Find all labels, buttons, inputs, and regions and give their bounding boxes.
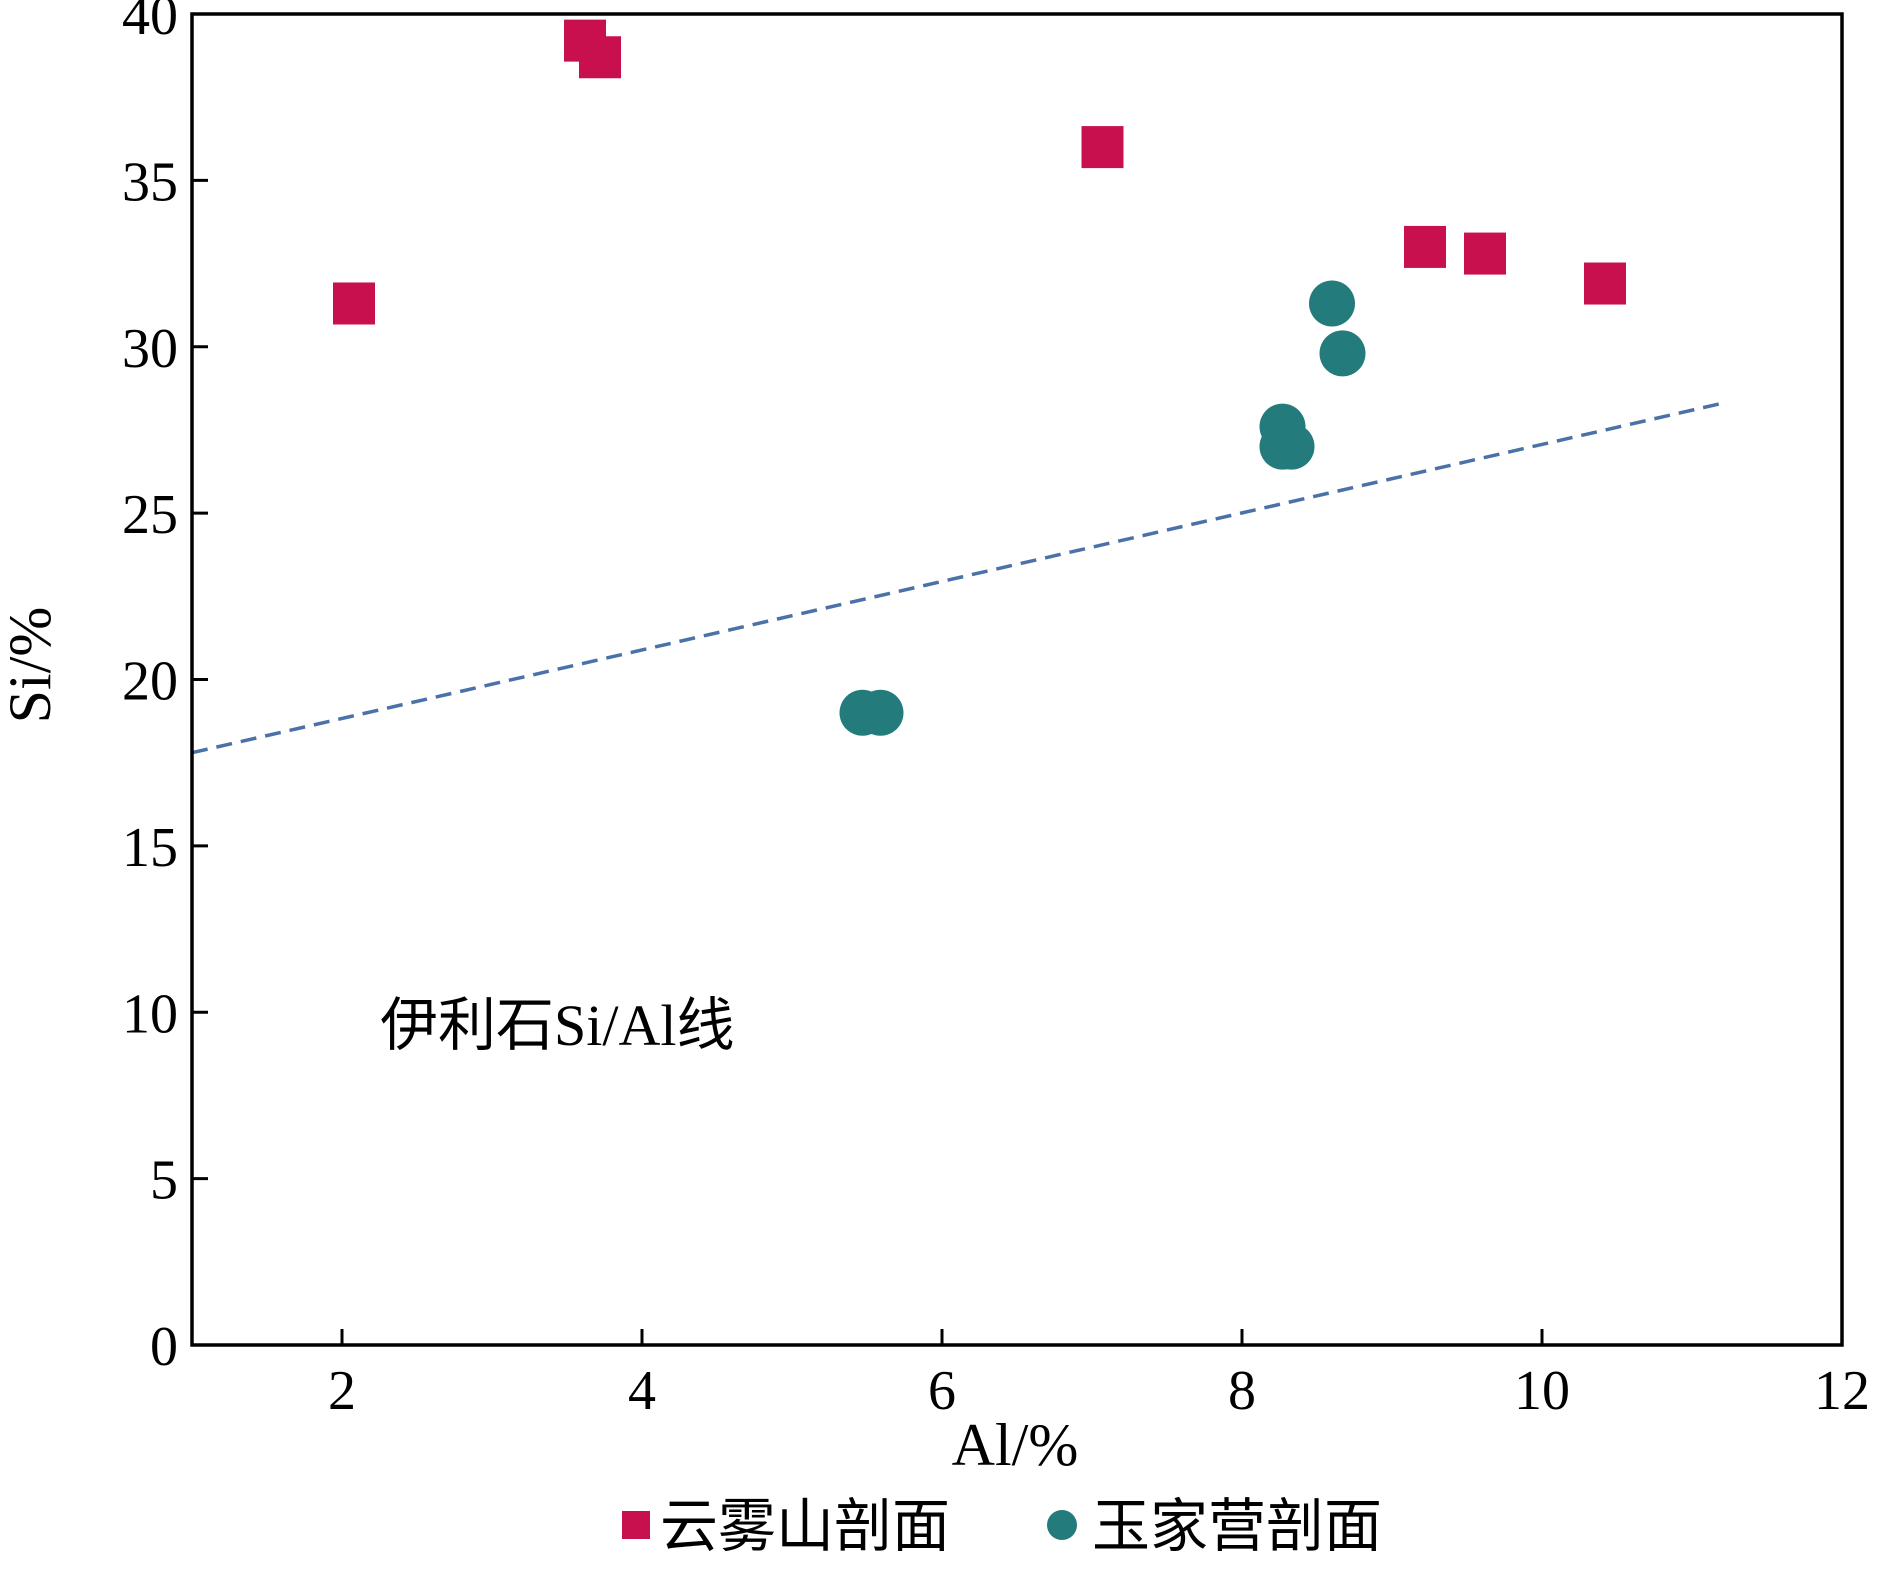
plot-frame-group xyxy=(190,12,1844,1347)
square-data-point xyxy=(1081,126,1124,169)
y-tick-label: 10 xyxy=(122,983,178,1045)
data-points-group xyxy=(333,19,1626,736)
y-tick-label: 5 xyxy=(150,1150,178,1212)
x-tick-label: 10 xyxy=(1514,1360,1570,1422)
square-data-point xyxy=(1584,262,1626,305)
legend-label-yunwushan: 云雾山剖面 xyxy=(660,1494,950,1559)
square-data-point xyxy=(1464,232,1506,275)
legend-square-marker xyxy=(622,1511,650,1539)
x-tick-label: 4 xyxy=(628,1360,656,1422)
legend-label-yujiaying: 玉家营剖面 xyxy=(1092,1494,1382,1559)
y-tick-label: 30 xyxy=(122,318,178,380)
x-tick-label: 6 xyxy=(928,1360,956,1422)
x-tick-label: 12 xyxy=(1814,1360,1870,1422)
legend-circle-marker xyxy=(1047,1510,1077,1540)
y-tick-label: 0 xyxy=(150,1316,178,1378)
ticks-group: 2 4 6 8 10 12 0 5 10 15 20 25 30 35 40 xyxy=(122,0,1870,1422)
x-tick-label: 8 xyxy=(1228,1360,1256,1422)
circle-data-point xyxy=(1309,280,1355,327)
y-tick-label: 35 xyxy=(122,151,178,213)
reference-line-annotation: 伊利石Si/Al线 xyxy=(380,993,735,1058)
plot-frame xyxy=(190,12,1844,1347)
y-tick-label: 25 xyxy=(122,484,178,546)
y-tick-label: 40 xyxy=(122,0,178,47)
circle-data-point xyxy=(1319,330,1366,377)
y-tick-label: 15 xyxy=(122,817,178,879)
reference-line-group xyxy=(191,401,1723,755)
circle-data-point xyxy=(1268,423,1315,470)
square-data-point xyxy=(1404,225,1446,268)
square-data-point xyxy=(579,36,621,79)
square-data-point xyxy=(333,282,375,325)
x-axis-label: Al/% xyxy=(952,1412,1079,1478)
y-tick-label: 20 xyxy=(122,651,178,713)
y-axis-label: Si/% xyxy=(0,607,63,724)
circle-data-point xyxy=(857,689,904,736)
labels-group: Al/% Si/% 伊利石Si/Al线 xyxy=(0,607,1078,1478)
illite-si-al-reference-line xyxy=(191,401,1723,755)
legend: 云雾山剖面 玉家营剖面 xyxy=(622,1494,1382,1559)
x-tick-label: 2 xyxy=(328,1360,356,1422)
